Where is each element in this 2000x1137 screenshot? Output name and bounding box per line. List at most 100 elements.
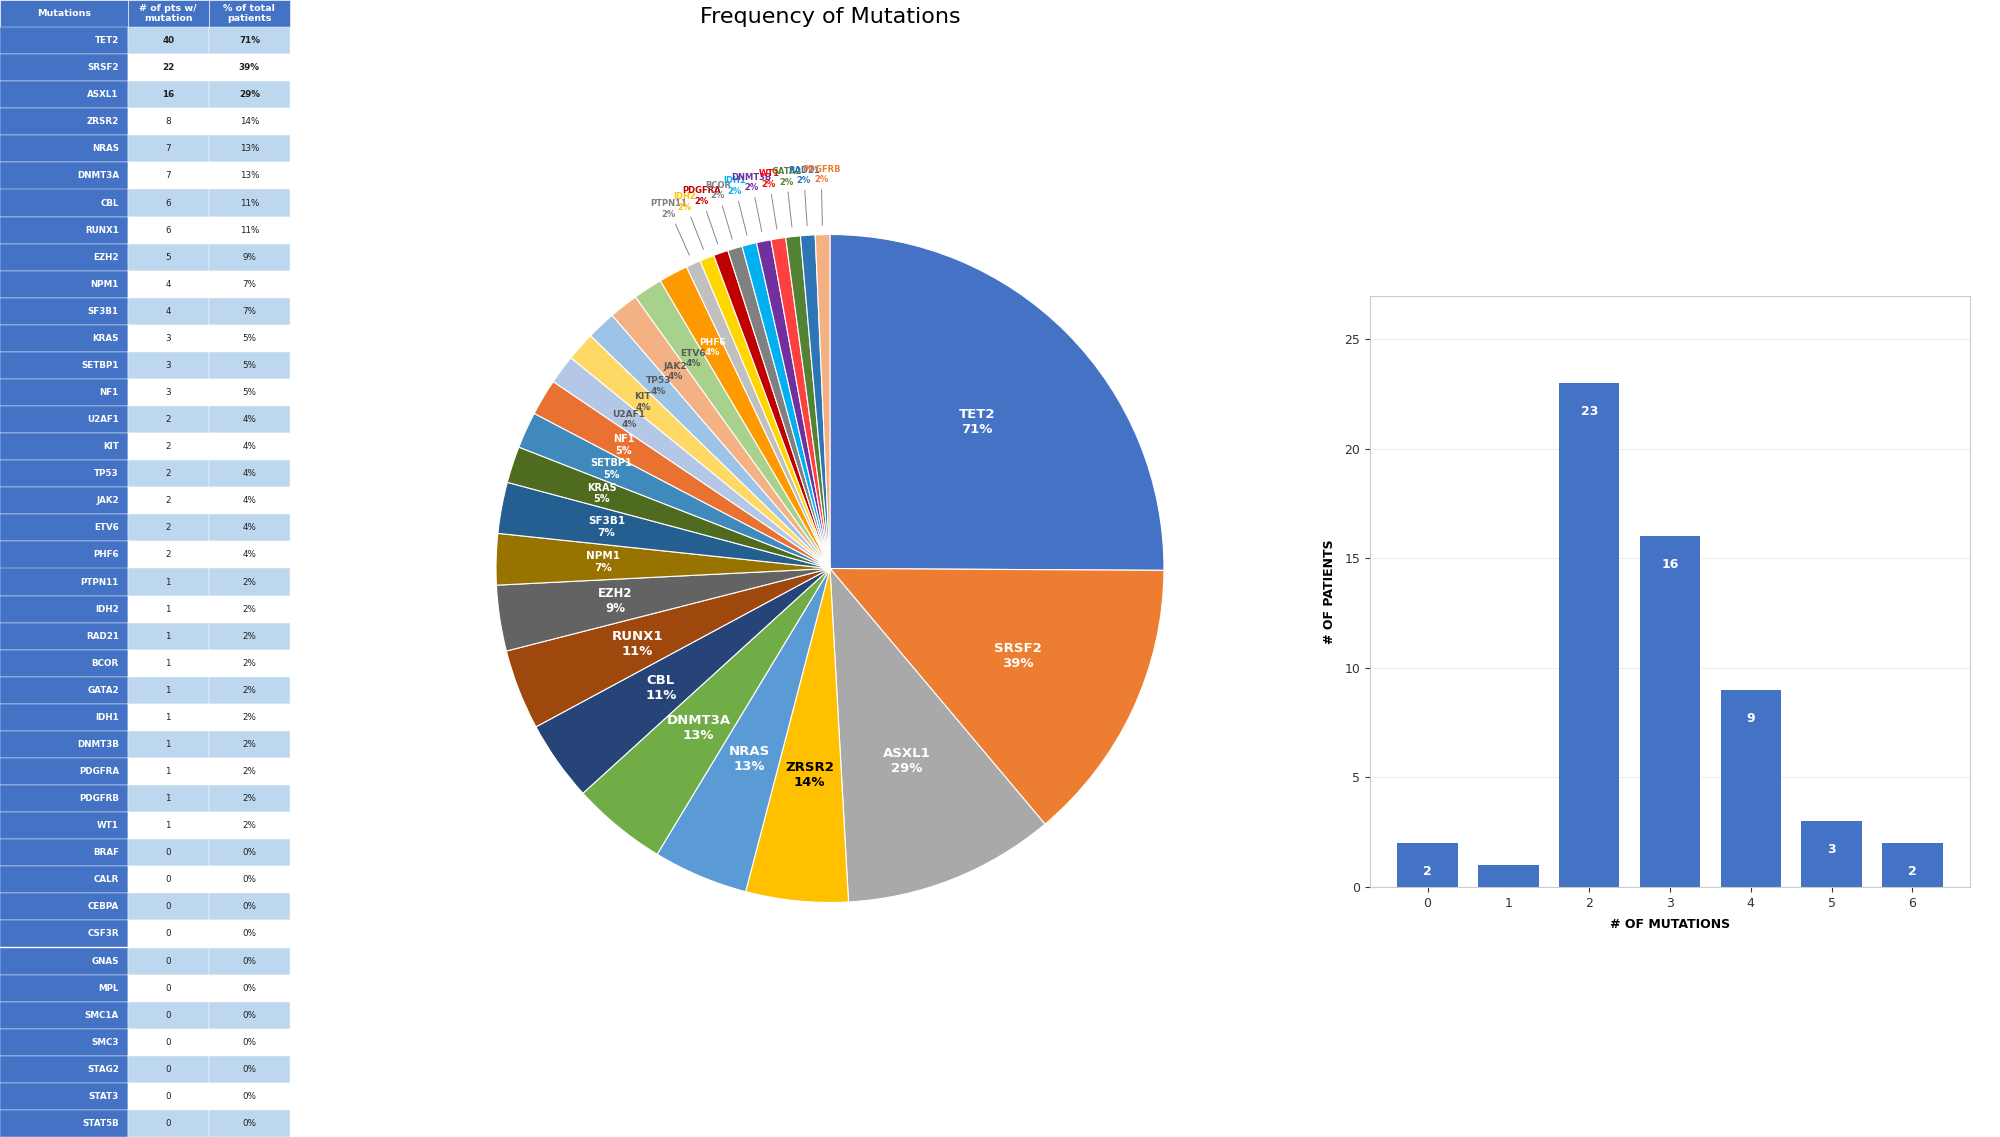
Bar [0,108,128,135]
Bar [128,785,208,812]
Text: 0: 0 [166,1065,172,1073]
Text: NF1
5%: NF1 5% [612,434,634,456]
Text: ETV6: ETV6 [94,523,118,532]
Text: ZRSR2: ZRSR2 [86,117,118,126]
Text: 3: 3 [166,334,172,343]
Wedge shape [830,568,1046,902]
Bar [0,298,128,325]
Text: 2%: 2% [242,605,256,614]
Text: BCOR
2%: BCOR 2% [704,181,732,239]
Text: 2: 2 [1908,865,1916,878]
Text: 7: 7 [166,144,172,153]
Text: TP53
4%: TP53 4% [646,376,672,396]
Text: WT1: WT1 [98,821,118,830]
Text: IDH2
2%: IDH2 2% [674,192,704,249]
Bar [128,894,208,921]
Bar [1558,383,1620,887]
Text: 0: 0 [166,929,172,938]
Text: 0: 0 [166,1092,172,1101]
Text: 1: 1 [1504,887,1512,899]
Bar [0,488,128,514]
Text: CEBPA: CEBPA [88,903,118,912]
Text: RUNX1: RUNX1 [86,225,118,234]
Bar [128,135,208,163]
Text: PDGFRB
2%: PDGFRB 2% [802,165,840,225]
Text: 1: 1 [166,605,170,614]
Text: GNAS: GNAS [92,956,118,965]
Bar [208,1056,290,1082]
Bar [0,947,128,974]
Bar [128,677,208,704]
Bar [208,0,290,27]
Text: 39%: 39% [238,64,260,72]
Wedge shape [816,234,830,568]
Text: 0%: 0% [242,1038,256,1047]
Bar [0,135,128,163]
Text: 2%: 2% [242,821,256,830]
Bar [208,839,290,866]
Text: 0%: 0% [242,1092,256,1101]
Bar [0,704,128,731]
Bar [128,866,208,894]
Text: SRSF2
39%: SRSF2 39% [994,642,1042,671]
Bar [0,514,128,541]
Text: 71%: 71% [238,36,260,45]
Bar [128,460,208,488]
Text: 9: 9 [1746,712,1756,724]
Text: RAD21: RAD21 [86,632,118,640]
Bar [0,460,128,488]
Text: KRAS: KRAS [92,334,118,343]
Text: CSF3R: CSF3R [88,929,118,938]
Text: STAT5B: STAT5B [82,1119,118,1128]
Bar [128,433,208,460]
Bar [0,839,128,866]
Text: DNMT3A: DNMT3A [76,172,118,181]
Bar [128,0,208,27]
Bar [208,947,290,974]
Text: 0%: 0% [242,1065,256,1073]
Bar [0,1029,128,1056]
Bar [128,541,208,568]
Wedge shape [506,568,830,727]
Text: 0: 0 [166,984,172,993]
Text: 4%: 4% [242,497,256,505]
Text: DNMT3B
2%: DNMT3B 2% [732,173,772,232]
Bar [128,379,208,406]
Text: 1: 1 [166,794,170,803]
Text: 2: 2 [166,415,170,424]
Bar [208,298,290,325]
Bar [208,352,290,379]
Text: 2%: 2% [242,658,256,667]
Bar [208,81,290,108]
Bar [0,596,128,623]
Text: TP53: TP53 [94,470,118,479]
Text: 1: 1 [166,740,170,749]
Bar [208,1110,290,1137]
Bar [128,108,208,135]
Text: 2%: 2% [242,767,256,777]
Bar [0,271,128,298]
Wedge shape [686,260,830,568]
Bar [0,216,128,243]
Bar [0,731,128,758]
Bar [128,1056,208,1082]
Text: 1: 1 [166,821,170,830]
Bar [128,812,208,839]
Text: 0%: 0% [242,848,256,857]
Bar [208,1002,290,1029]
Bar [208,271,290,298]
Bar [208,1029,290,1056]
Bar [0,27,128,55]
Wedge shape [756,240,830,568]
Bar [128,974,208,1002]
Bar [208,894,290,921]
Bar [0,325,128,352]
Text: KRAS
5%: KRAS 5% [586,483,616,505]
Text: 4%: 4% [242,523,256,532]
Wedge shape [770,238,830,568]
Bar [0,1110,128,1137]
Text: 2: 2 [166,470,170,479]
Bar [208,108,290,135]
Text: U2AF1
4%: U2AF1 4% [612,409,646,429]
Bar [208,163,290,190]
